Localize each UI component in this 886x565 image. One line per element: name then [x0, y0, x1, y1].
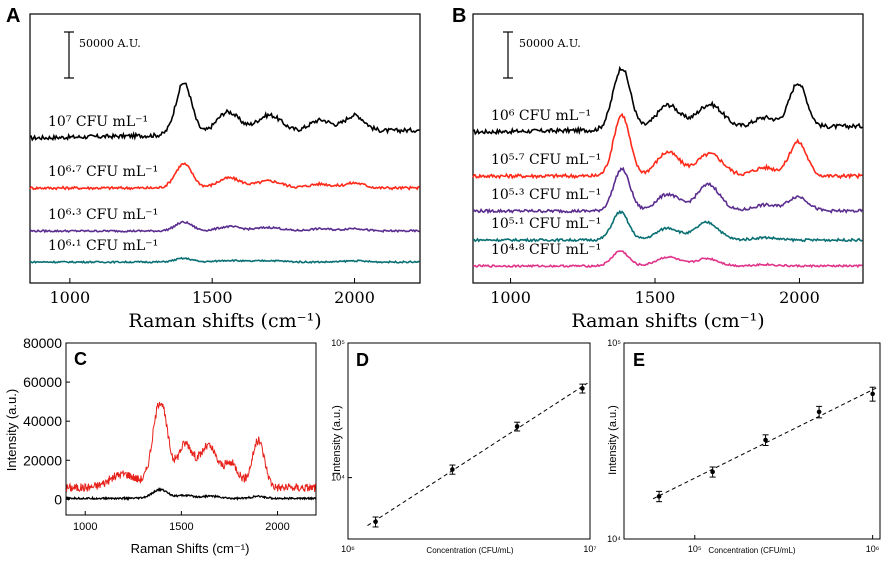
panel-b-series-label-4: 10⁴·⁸ CFU mL⁻¹	[491, 242, 601, 258]
panel-b-x-tick-label-0: 1000	[490, 288, 531, 307]
panel-e: E 10⁵ 10⁶ 10⁴ 10⁵ Intensity (a.u.) Concentr…	[607, 338, 881, 555]
panel-a-series-line-3	[30, 256, 420, 265]
panel-a-series-line-0	[29, 82, 420, 142]
panel-c-x-tick-label-1: 1500	[169, 521, 193, 533]
panel-e-fit-line	[652, 387, 877, 500]
panel-b-x-label: Raman shifts (cm⁻¹)	[571, 310, 764, 332]
panel-d-y-tick-label-0: 10⁴	[331, 473, 345, 483]
panel-a-series-label-1: 10⁶·⁷ CFU mL⁻¹	[48, 164, 158, 180]
panel-d-data-point-3	[580, 386, 585, 391]
panel-b-x-tick-label-2: 2000	[779, 288, 820, 307]
panel-e-data-point-3	[816, 409, 822, 415]
panel-e-y-tick-label-1: 10⁵	[607, 338, 621, 348]
panel-label-a: A	[6, 5, 20, 27]
panel-c-y-tick-label-2: 40000	[23, 413, 62, 429]
panel-e-y-label: Intensity (a.u.)	[607, 405, 619, 475]
panel-e-frame	[623, 342, 881, 540]
panel-d-y-label: Intensity (a.u.)	[331, 405, 343, 475]
panel-c-series-line-1	[65, 487, 317, 501]
panel-c-y-label: Intensity (a.u.)	[4, 389, 19, 471]
panel-d-data-point-2	[514, 424, 520, 429]
panel-b-scale-label: 50000 A.U.	[519, 37, 581, 50]
panel-b-x-tick-label-1: 1500	[635, 288, 676, 307]
panel-d-x-tick-label-0: 10⁶	[341, 544, 355, 554]
panel-e-data-point-2	[763, 437, 768, 443]
panel-b-series-line-4	[472, 250, 863, 269]
panel-b-series-line-3	[472, 209, 863, 243]
panel-a-series-group: 10⁷ CFU mL⁻¹ 10⁶·⁷ CFU mL⁻¹ 10⁶·³ CFU mL⁻¹…	[29, 82, 420, 265]
panel-a-frame	[29, 13, 421, 284]
panel-d-plot-group: 10⁶ 10⁷ 10⁴ 10⁵	[331, 338, 597, 554]
panel-b-frame	[472, 13, 864, 284]
panel-c-x-tick-label-2: 2000	[265, 521, 289, 533]
panel-c-y-tick-label-0: 0	[54, 491, 62, 507]
panel-a-x-tick-label-1: 1500	[192, 288, 233, 307]
panel-label-d: D	[356, 350, 369, 370]
panel-a-series-line-1	[29, 162, 420, 191]
panel-e-x-label: Concentration (CFU/mL)	[708, 546, 795, 555]
panel-d-x-label: Concentration (CFU/mL)	[426, 546, 513, 555]
panel-a-x-ticks: 1000 1500 2000	[49, 278, 375, 307]
panel-b-series-line-2	[472, 166, 864, 215]
panel-e-y-tick-label-0: 10⁴	[607, 534, 621, 544]
panel-b-series-line-0	[472, 65, 863, 136]
panel-d-frame	[347, 342, 591, 540]
panel-d-data-point-1	[450, 467, 455, 472]
panel-e-plot-group: 10⁵ 10⁶ 10⁴ 10⁵	[607, 338, 880, 554]
panel-d-x-tick-label-1: 10⁷	[583, 544, 596, 554]
panel-b-series-group: 10⁶ CFU mL⁻¹ 10⁵·⁷ CFU mL⁻¹ 10⁵·³ CFU mL⁻¹…	[472, 65, 864, 269]
panel-d: D 10⁶ 10⁷ 10⁴ 10⁵ Intensity (a.u.) Concentr…	[331, 338, 597, 555]
panel-c-x-tick-label-0: 1000	[73, 521, 97, 533]
panel-a-series-label-3: 10⁶·¹ CFU mL⁻¹	[48, 238, 158, 254]
panel-a-x-label: Raman shifts (cm⁻¹)	[128, 310, 321, 332]
panel-a-series-label-2: 10⁶·³ CFU mL⁻¹	[48, 207, 158, 223]
panel-e-x-tick-label-0: 10⁵	[688, 544, 702, 554]
panel-b-series-label-1: 10⁵·⁷ CFU mL⁻¹	[491, 152, 601, 168]
panel-a-scale-bar: 50000 A.U.	[64, 31, 141, 79]
panel-c-frame	[65, 342, 317, 516]
panel-b-scale-bar: 50000 A.U.	[503, 31, 581, 79]
panel-b-x-ticks: 1000 1500 2000	[490, 278, 820, 307]
panel-b-series-line-1	[472, 112, 863, 180]
panel-a-x-tick-label-2: 2000	[334, 288, 375, 307]
panel-a-scale-label: 50000 A.U.	[79, 37, 141, 50]
panel-b-series-label-0: 10⁶ CFU mL⁻¹	[491, 108, 591, 124]
panel-d-fit-line	[367, 382, 588, 526]
panel-b-series-label-2: 10⁵·³ CFU mL⁻¹	[491, 187, 601, 203]
panel-e-data-point-0	[656, 494, 662, 499]
panel-d-data-point-0	[373, 519, 378, 525]
panel-c-y-tick-label-3: 60000	[23, 374, 62, 390]
panel-c-y-tick-label-4: 80000	[23, 335, 62, 351]
panel-b-series-label-3: 10⁵·¹ CFU mL⁻¹	[491, 216, 601, 232]
panel-e-x-tick-label-1: 10⁶	[866, 544, 880, 554]
panel-c-series-line-0	[65, 401, 317, 493]
panel-c-x-label: Raman Shifts (cm⁻¹)	[131, 541, 250, 556]
panel-a-series-line-2	[29, 220, 420, 234]
panel-e-data-point-4	[870, 391, 875, 397]
panel-d-y-tick-label-1: 10⁵	[331, 338, 345, 348]
panel-label-c: C	[74, 349, 87, 369]
panel-c-y-tick-label-1: 20000	[23, 452, 62, 468]
panel-e-data-point-1	[710, 469, 715, 475]
panel-a-x-tick-label-0: 1000	[49, 288, 90, 307]
panel-label-e: E	[633, 350, 645, 370]
panel-label-b: B	[452, 5, 466, 27]
panel-a-series-label-0: 10⁷ CFU mL⁻¹	[48, 114, 148, 130]
panel-c-series-group	[65, 401, 317, 501]
